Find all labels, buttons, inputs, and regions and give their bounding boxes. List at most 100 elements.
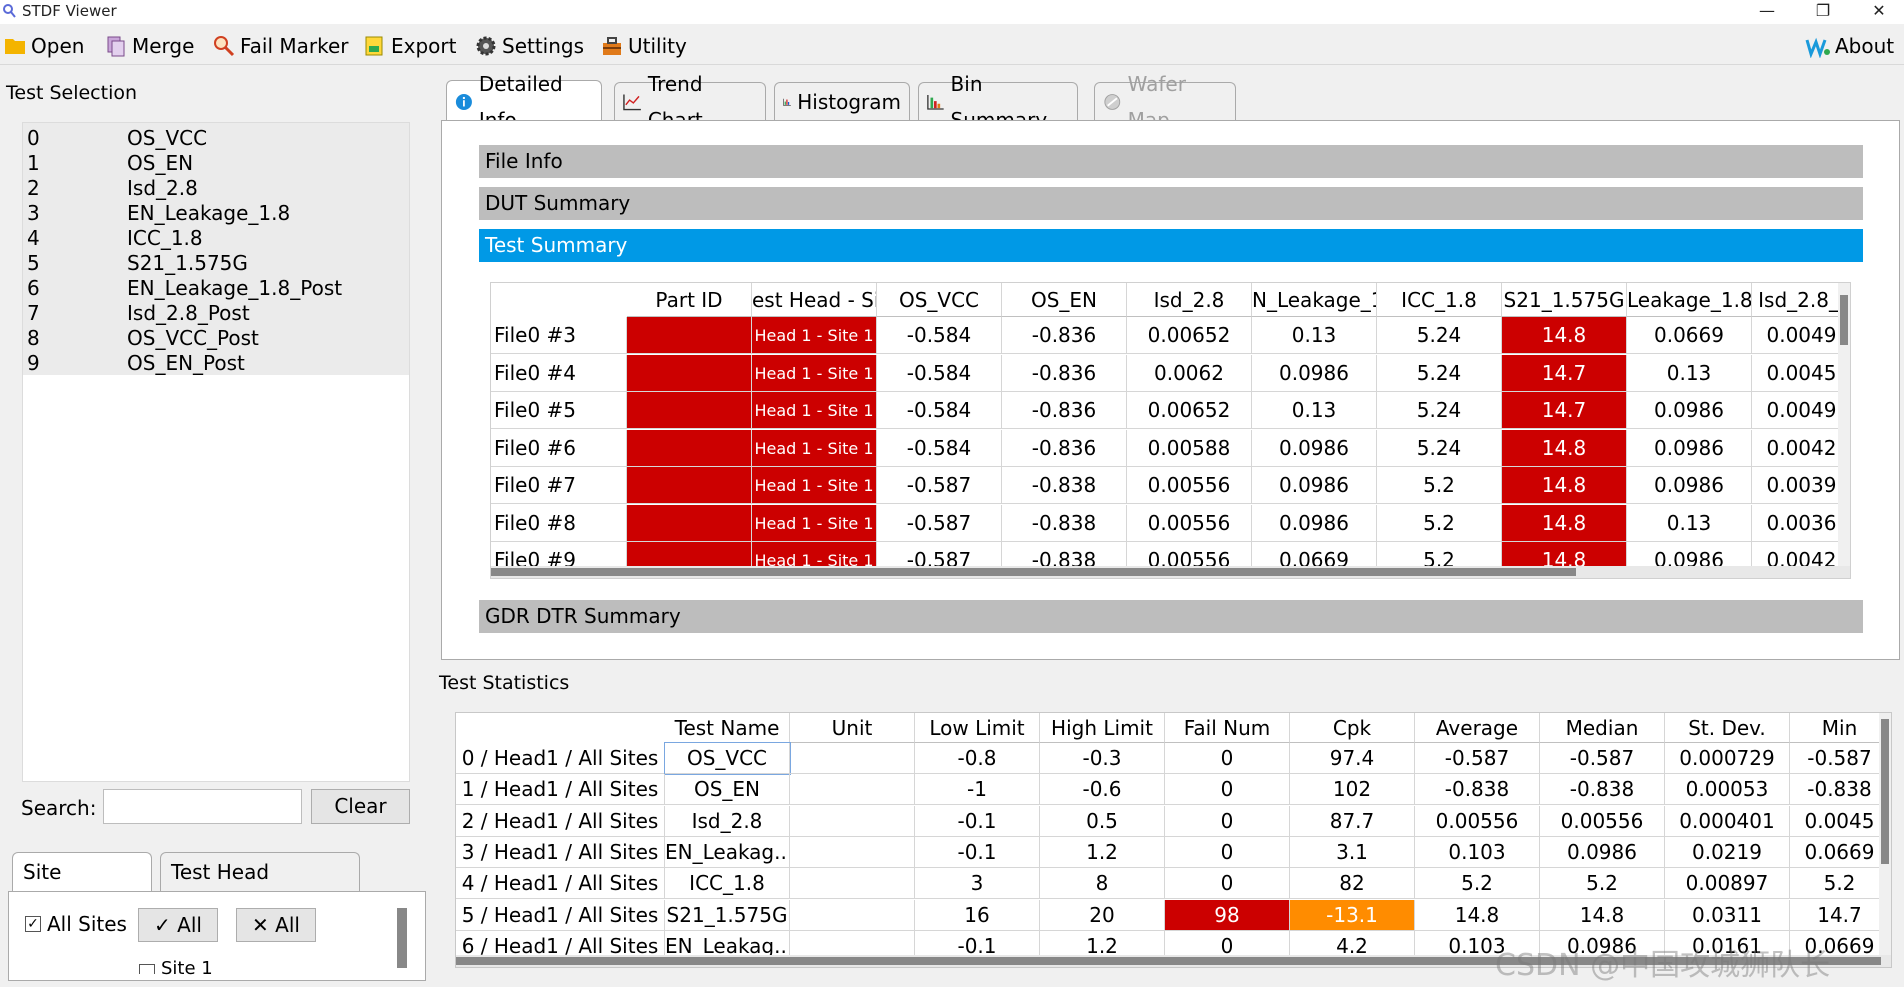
table-cell[interactable]: 14.8 [1502,429,1627,467]
part-id-cell[interactable] [627,392,752,429]
stats-vscroll-thumb[interactable] [1881,719,1889,864]
stats-cell[interactable]: 14.8 [1540,899,1665,931]
stats-cell[interactable]: -0.3 [1040,743,1165,774]
clear-button[interactable]: Clear [311,789,410,824]
site-cell[interactable]: Head 1 - Site 1 [752,504,877,542]
stats-cell[interactable]: -0.838 [1790,774,1890,806]
close-button[interactable]: ✕ [1872,1,1886,20]
table-cell[interactable]: 0.0986 [1252,467,1377,504]
tab-detailed-info[interactable]: Detailed Info [446,72,602,132]
stats-column-header[interactable]: Unit [790,713,915,743]
table-cell[interactable]: -0.584 [877,392,1002,429]
row-header[interactable]: File0 #5 [491,392,627,429]
column-header[interactable]: Leakage_1.8_ [1627,283,1752,317]
stats-cell[interactable]: 0.0669 [1790,836,1890,868]
table-cell[interactable]: 0.0042 [1752,430,1850,467]
stats-cell[interactable] [790,899,915,931]
file-info-section[interactable]: File Info [479,145,1863,178]
column-header[interactable]: est Head - Sit [752,283,877,317]
stats-row-header[interactable]: 1 / Head1 / All Sites [456,774,665,806]
part-id-cell[interactable] [627,429,752,467]
stats-cell[interactable]: 97.4 [1290,743,1415,774]
stats-column-header[interactable]: Median [1540,713,1665,743]
stats-column-header[interactable]: Low Limit [915,713,1040,743]
stats-cell[interactable]: 0.0986 [1540,930,1665,962]
stats-cell[interactable]: -0.587 [1415,743,1540,774]
table-cell[interactable]: -0.587 [877,467,1002,504]
stats-cell[interactable]: -0.6 [1040,774,1165,806]
table-cell[interactable]: 0.0986 [1252,504,1377,542]
table-cell[interactable]: 0.00652 [1127,317,1252,354]
table-cell[interactable]: 0.0986 [1627,467,1752,504]
stats-cell[interactable]: -0.1 [915,805,1040,837]
row-header[interactable]: File0 #3 [491,317,627,354]
stats-cell[interactable]: 0.00556 [1540,805,1665,837]
part-id-cell[interactable] [627,317,752,354]
table-cell[interactable]: 0.0669 [1627,317,1752,354]
stats-cell[interactable]: -0.587 [1540,743,1665,774]
part-id-cell[interactable] [627,467,752,504]
utility-button[interactable]: Utility [600,32,687,60]
table-cell[interactable]: 0.0039 [1752,467,1850,504]
table-cell[interactable]: 0.13 [1252,317,1377,354]
tab-trend-chart[interactable]: Trend Chart [614,72,766,132]
open-button[interactable]: Open [3,32,84,60]
site-cell[interactable]: Head 1 - Site 1 [752,467,877,504]
table-cell[interactable]: -0.836 [1002,317,1127,354]
site-cell[interactable]: Head 1 - Site 1 [752,392,877,429]
table-cell[interactable]: 0.13 [1627,504,1752,542]
stats-cell[interactable]: 5.2 [1540,868,1665,900]
column-header[interactable]: OS_EN [1002,283,1127,317]
table-cell[interactable]: 14.8 [1502,467,1627,504]
table-cell[interactable]: 0.0036 [1752,505,1850,542]
stats-cell[interactable]: 5.2 [1790,868,1890,900]
tab-bin-summary[interactable]: Bin Summary [918,72,1078,132]
table-cell[interactable]: -0.584 [877,429,1002,467]
table-cell[interactable]: 5.2 [1377,467,1502,504]
test-summary-hscroll-thumb[interactable] [491,568,1576,576]
stats-column-header[interactable]: High Limit [1040,713,1165,743]
settings-button[interactable]: Settings [474,32,584,60]
test-summary-vscroll[interactable] [1838,283,1850,568]
table-cell[interactable]: 5.24 [1377,392,1502,429]
stats-cell[interactable]: 87.7 [1290,805,1415,837]
table-cell[interactable]: 0.13 [1627,354,1752,392]
stats-cell[interactable]: 0.0311 [1665,899,1790,931]
table-cell[interactable]: 0.0986 [1252,429,1377,467]
stats-cell[interactable] [790,774,915,806]
table-cell[interactable]: 5.2 [1377,504,1502,542]
table-cell[interactable]: 14.8 [1502,317,1627,354]
stats-cell[interactable]: 0 [1165,805,1290,837]
stats-cell[interactable]: 1.2 [1040,836,1165,868]
maximize-button[interactable]: ❐ [1815,1,1831,20]
stats-column-header[interactable]: St. Dev. [1665,713,1790,743]
test-list-item[interactable]: 4 ICC_1.8 [23,226,409,251]
test-list-item[interactable]: 3 EN_Leakage_1.8 [23,201,409,226]
stats-cell[interactable]: 5.2 [1415,868,1540,900]
table-cell[interactable]: 0.0986 [1627,392,1752,429]
table-cell[interactable]: -0.584 [877,317,1002,354]
part-id-cell[interactable] [627,354,752,392]
row-header[interactable]: File0 #4 [491,354,627,392]
stats-cell[interactable]: -1 [915,774,1040,806]
stats-cell[interactable]: 3 [915,868,1040,900]
stats-cell[interactable]: -0.838 [1415,774,1540,806]
table-cell[interactable]: 14.7 [1502,392,1627,429]
table-cell[interactable]: 0.00588 [1127,429,1252,467]
site-cell[interactable]: Head 1 - Site 1 [752,354,877,392]
stats-vscroll[interactable] [1879,713,1891,957]
site-cell[interactable]: Head 1 - Site 1 [752,429,877,467]
stats-cell[interactable]: 0.103 [1415,836,1540,868]
stats-cell[interactable] [790,868,915,900]
stats-column-header[interactable]: Fail Num [1165,713,1290,743]
test-list-item[interactable]: 8 OS_VCC_Post [23,326,409,351]
stats-cell[interactable]: 8 [1040,868,1165,900]
stats-cell[interactable]: 0.0986 [1540,836,1665,868]
table-cell[interactable]: 0.0049 [1752,392,1850,429]
table-cell[interactable]: 14.8 [1502,504,1627,542]
table-cell[interactable]: -0.838 [1002,467,1127,504]
merge-button[interactable]: Merge [104,32,194,60]
table-cell[interactable]: 0.0986 [1252,354,1377,392]
stats-cell[interactable]: 0.00053 [1665,774,1790,806]
test-summary-table[interactable]: Part ID est Head - Sit OS_VCC OS_EN Isd_2.8 N… [490,282,1851,579]
